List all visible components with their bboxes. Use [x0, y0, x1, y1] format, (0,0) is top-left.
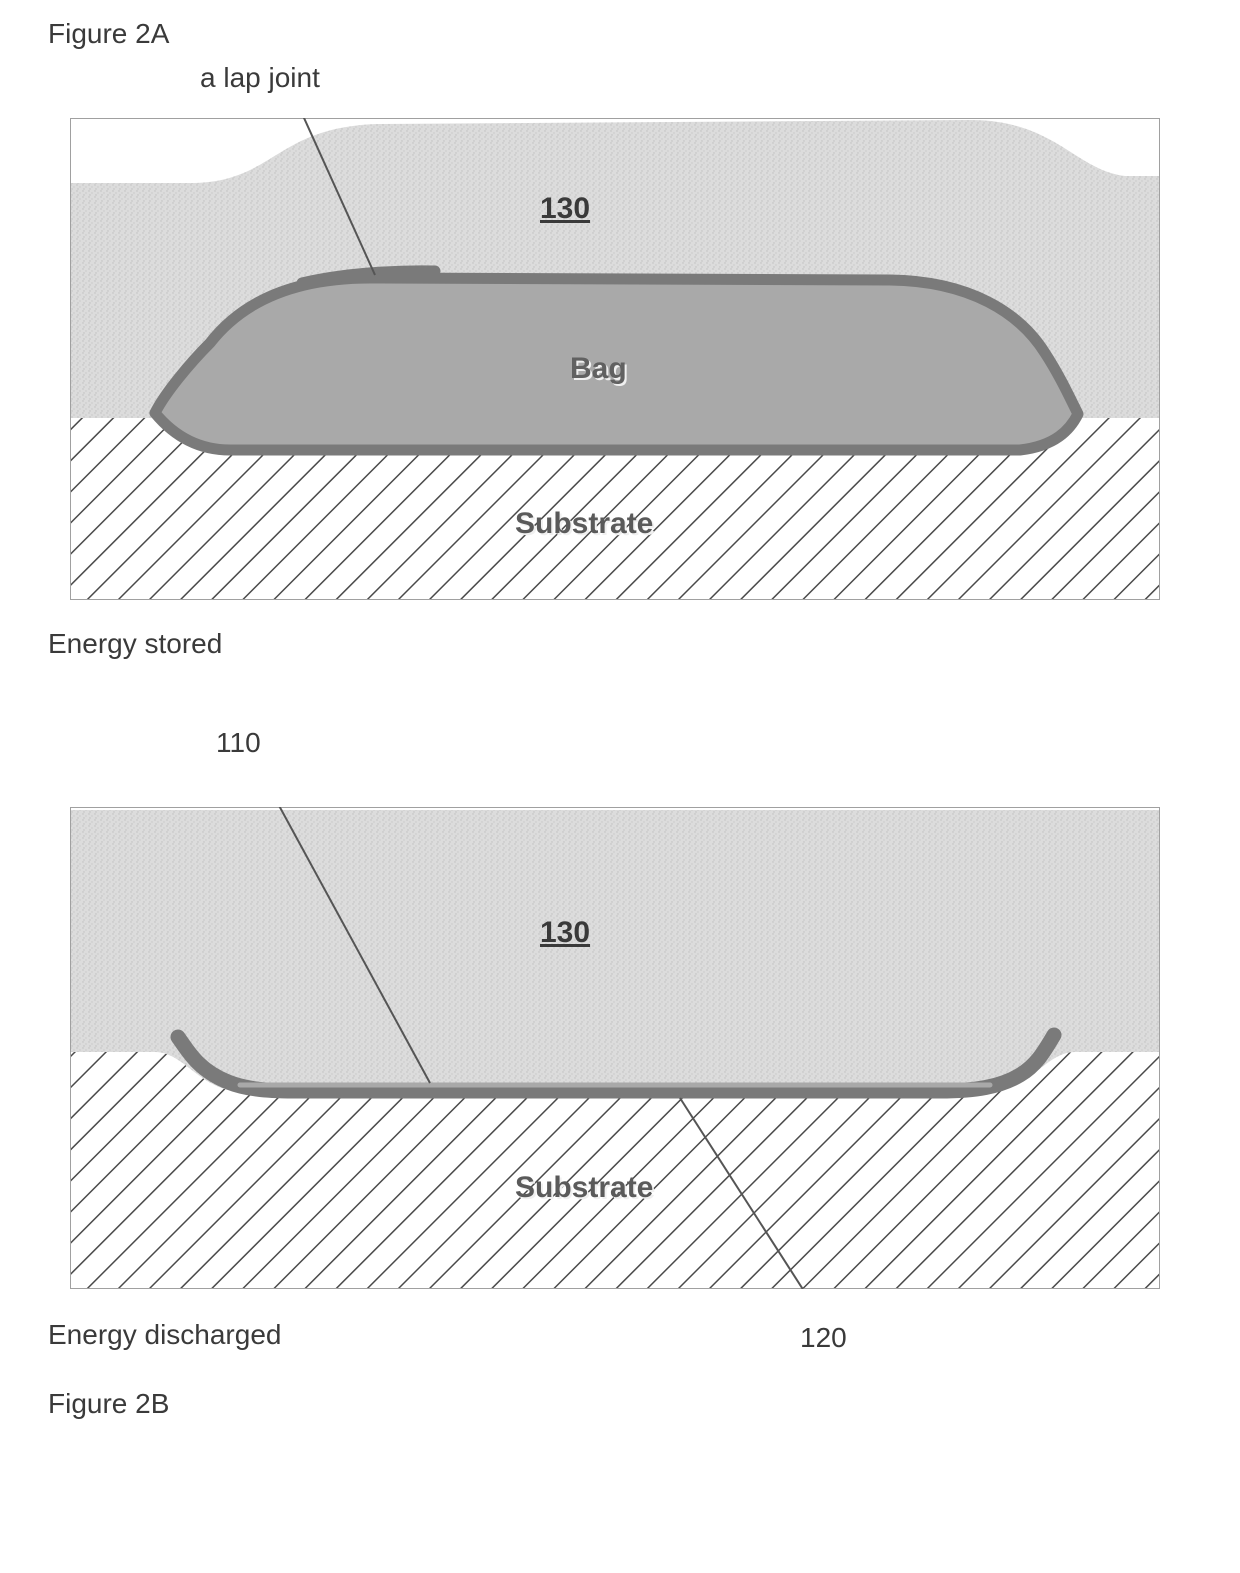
svg-text:Bag: Bag	[570, 352, 627, 385]
overburden-region-b	[70, 810, 1160, 1092]
caption-energy-stored: Energy stored	[48, 628, 222, 660]
label-substrate-b: Substrate Substrate	[515, 1171, 655, 1206]
label-lap-joint: a lap joint	[200, 62, 320, 94]
svg-text:Substrate: Substrate	[515, 1171, 653, 1204]
label-ref-110: 110	[216, 727, 261, 759]
caption-energy-discharged: Energy discharged	[48, 1319, 281, 1351]
label-bag: Bag Bag	[570, 352, 629, 387]
panel-energy-stored: 130 Bag Bag Substrate Substrate	[70, 118, 1160, 600]
caption-figure-2b: Figure 2B	[48, 1388, 169, 1420]
svg-text:Substrate: Substrate	[515, 507, 653, 540]
ref-130-b: 130	[540, 916, 590, 949]
label-ref-120: 120	[800, 1322, 847, 1354]
label-substrate-a: Substrate Substrate	[515, 507, 655, 542]
panel-energy-discharged: 130 Substrate Substrate	[70, 807, 1160, 1289]
caption-figure-2a: Figure 2A	[48, 18, 169, 50]
ref-130-a: 130	[540, 192, 590, 225]
page-root: Figure 2A a lap joint	[0, 0, 1240, 1573]
